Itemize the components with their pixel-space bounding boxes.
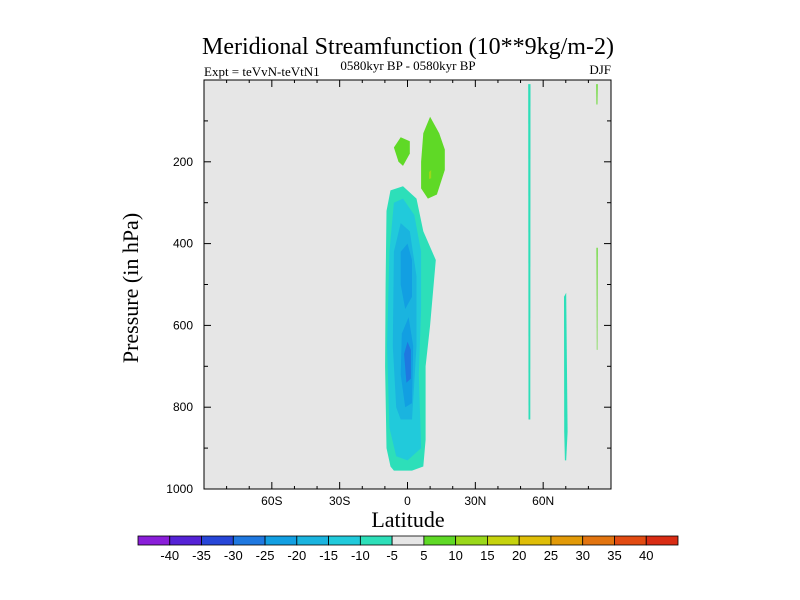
colorbar-label: 40 <box>639 548 653 563</box>
contour-stripe-54n <box>528 84 531 420</box>
colorbar-label: -40 <box>160 548 179 563</box>
contour-layer <box>385 84 598 471</box>
colorbar-label: -35 <box>192 548 211 563</box>
colorbar-label: -30 <box>224 548 243 563</box>
x-tick-label: 0 <box>404 494 411 508</box>
colorbar-label: 35 <box>607 548 621 563</box>
season-label: DJF <box>589 62 611 77</box>
colorbar-label: -10 <box>351 548 370 563</box>
colorbar-swatch <box>423 535 457 546</box>
y-tick-label: 400 <box>173 237 193 251</box>
colorbar-label: 20 <box>512 548 526 563</box>
colorbar-swatch <box>137 535 171 546</box>
colorbar-swatch <box>582 535 615 546</box>
colorbar-label: -20 <box>287 548 306 563</box>
colorbar-swatch <box>264 535 298 546</box>
contour-stripe-84n-upper <box>596 84 598 105</box>
colorbar-label: 25 <box>544 548 558 563</box>
colorbar-swatch <box>614 535 647 546</box>
colorbar-swatch <box>359 535 393 546</box>
colorbar-swatch <box>550 535 584 546</box>
colorbar-label: -15 <box>319 548 338 563</box>
colorbar-swatch <box>455 535 488 546</box>
colorbar: -40 -35 -30 -25 -20 -15 -10 -5 5 10 15 20 25 30 35 40 <box>137 535 679 563</box>
x-tick-label: 30S <box>329 494 350 508</box>
contour-neg-20-upper <box>400 243 412 309</box>
y-axis-title: Pressure (in hPa) <box>118 213 143 363</box>
chart-title: Meridional Streamfunction (10**9kg/m-2) <box>202 34 614 60</box>
time-range-label: 0580kyr BP - 0580kyr BP <box>340 58 475 73</box>
colorbar-swatch <box>201 535 234 546</box>
y-tick-label: 600 <box>173 318 193 332</box>
contour-stripe-84n-lower <box>596 247 598 350</box>
y-tick-label: 200 <box>173 155 193 169</box>
colorbar-label: -25 <box>256 548 275 563</box>
x-axis-title: Latitude <box>371 507 444 532</box>
experiment-label: Expt = teVvN-teVtN1 <box>204 64 320 79</box>
contour-pos-10-speck <box>429 170 432 179</box>
colorbar-swatch <box>391 535 425 546</box>
contour-pos-5-main <box>421 116 445 199</box>
colorbar-swatch <box>487 535 520 546</box>
contour-neg-25 <box>404 341 411 383</box>
colorbar-swatch <box>645 535 679 546</box>
colorbar-swatch <box>518 535 552 546</box>
colorbar-label: 15 <box>480 548 494 563</box>
x-tick-label: 60N <box>532 494 554 508</box>
contour-stripe-70n <box>564 292 568 461</box>
x-tick-label: 30N <box>464 494 486 508</box>
y-tick-label: 1000 <box>166 482 193 496</box>
contour-pos-5-small <box>393 137 410 166</box>
colorbar-swatch <box>232 535 266 546</box>
y-tick-label: 800 <box>173 400 193 414</box>
colorbar-label: 5 <box>420 548 427 563</box>
x-tick-label: 60S <box>261 494 282 508</box>
colorbar-label: 30 <box>575 548 589 563</box>
colorbar-swatch <box>328 535 361 546</box>
colorbar-swatch <box>296 535 329 546</box>
colorbar-swatch <box>169 535 202 546</box>
colorbar-label: -5 <box>386 548 398 563</box>
colorbar-label: 10 <box>448 548 462 563</box>
axis-layer: 60S 30S 0 30N 60N 200 400 600 800 1000 <box>166 80 611 508</box>
